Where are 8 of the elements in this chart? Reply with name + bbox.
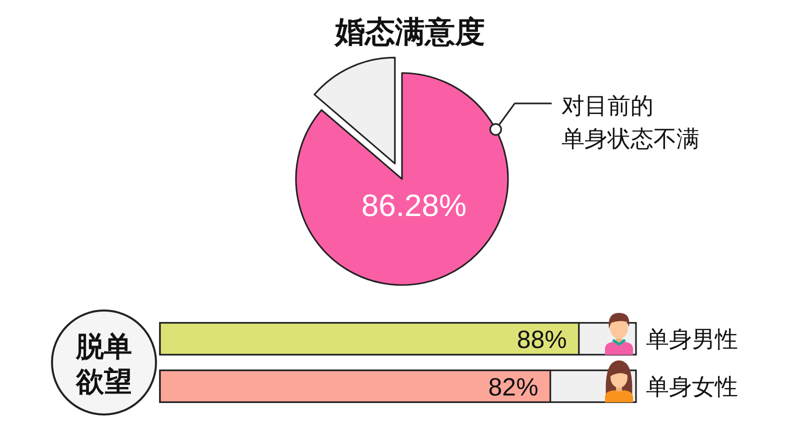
slice-label: 对目前的单身状态不满 bbox=[562, 92, 700, 152]
y-tick-label: 单身男性 bbox=[646, 326, 738, 352]
data-label: 88% bbox=[516, 326, 567, 354]
text: 脱单欲望 bbox=[75, 330, 132, 396]
chart-title: 婚态满意度 bbox=[334, 14, 485, 48]
data-label: 82% bbox=[488, 373, 538, 402]
y-tick-label: 单身女性 bbox=[646, 373, 738, 400]
data-label: 86.28% bbox=[361, 188, 467, 222]
